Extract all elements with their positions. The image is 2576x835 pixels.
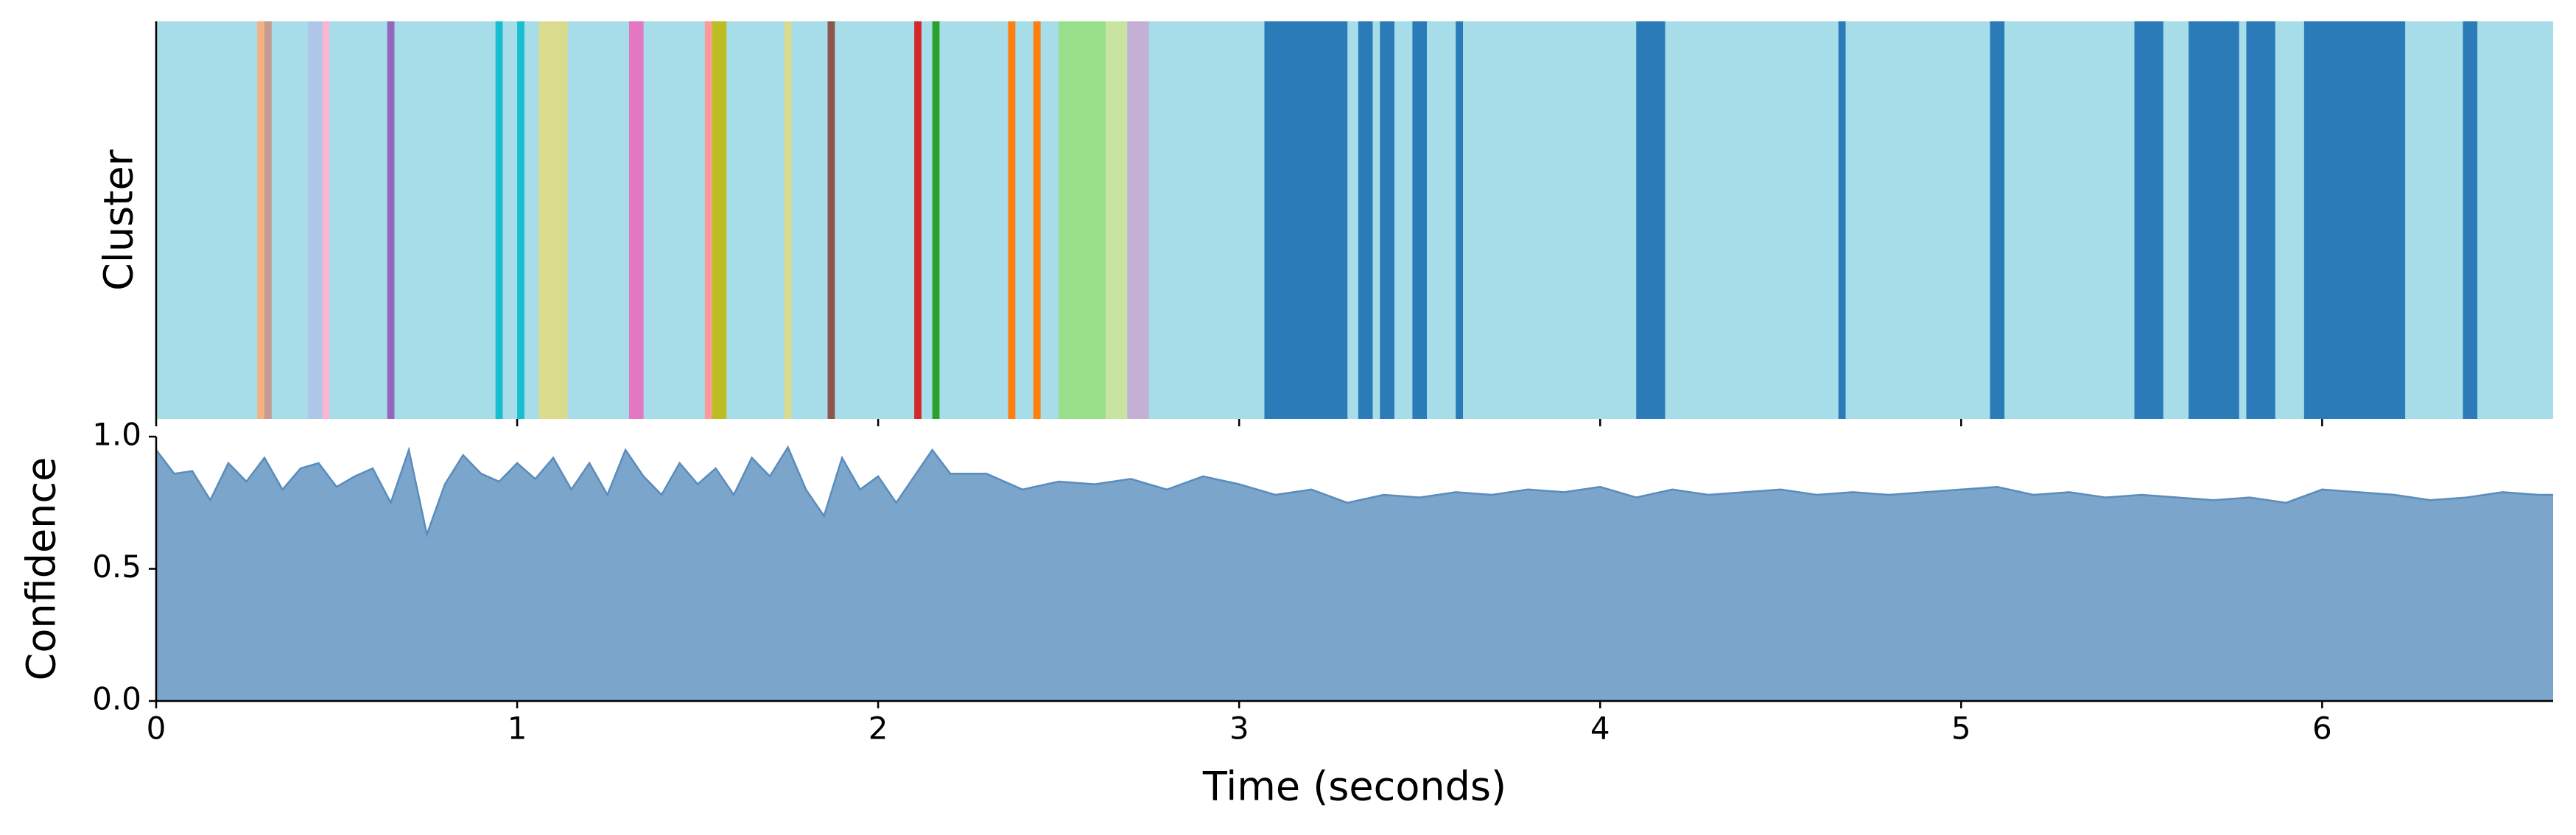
cluster-band xyxy=(517,21,524,419)
cluster-band xyxy=(1456,21,1464,419)
x-tick-label: 0 xyxy=(147,711,166,747)
cluster-band xyxy=(914,21,922,419)
confidence-area xyxy=(156,447,2553,701)
cluster-band xyxy=(1380,21,1394,419)
cluster-band xyxy=(1264,21,1348,419)
cluster-band xyxy=(827,21,835,419)
cluster-band xyxy=(495,21,503,419)
cluster-band xyxy=(2463,21,2478,419)
y-tick-label: 0.5 xyxy=(92,549,141,585)
cluster-band xyxy=(1990,21,2005,419)
cluster-band xyxy=(2303,21,2406,419)
cluster-band xyxy=(1059,21,1106,419)
x-tick-label: 3 xyxy=(1229,711,1249,747)
x-axis-label: Time (seconds) xyxy=(1202,764,1506,810)
x-tick-label: 2 xyxy=(868,711,888,747)
cluster-band xyxy=(628,21,644,419)
cluster-band xyxy=(257,21,265,419)
y-axis-label: Confidence xyxy=(18,457,65,681)
cluster-band xyxy=(784,21,792,419)
x-tick-label: 4 xyxy=(1590,711,1610,747)
y-tick-label: 1.0 xyxy=(92,417,141,453)
y-tick-label: 0.0 xyxy=(92,681,141,717)
confidence-line xyxy=(155,445,2553,538)
cluster-band xyxy=(2134,21,2163,419)
cluster-band xyxy=(264,21,272,419)
cluster-band xyxy=(1008,21,1016,419)
cluster-band xyxy=(704,21,712,419)
cluster-band xyxy=(387,21,395,419)
cluster-band xyxy=(1127,21,1149,419)
cluster-band xyxy=(1412,21,1428,419)
cluster-band xyxy=(2189,21,2239,419)
x-tick-label: 5 xyxy=(1951,711,1971,747)
cluster-band xyxy=(538,21,568,419)
cluster-band xyxy=(1636,21,1666,419)
cluster-band xyxy=(1033,21,1041,419)
cluster-band xyxy=(712,21,727,419)
cluster-band xyxy=(1838,21,1846,419)
cluster-band xyxy=(307,21,323,419)
cluster-band xyxy=(322,21,330,419)
cluster-band xyxy=(1105,21,1128,419)
x-tick-label: 6 xyxy=(2312,711,2332,747)
x-tick-label: 1 xyxy=(508,711,527,747)
cluster-band xyxy=(1358,21,1373,419)
cluster-band xyxy=(932,21,940,419)
cluster-band xyxy=(2246,21,2275,419)
y-axis-label: Cluster xyxy=(96,149,142,290)
